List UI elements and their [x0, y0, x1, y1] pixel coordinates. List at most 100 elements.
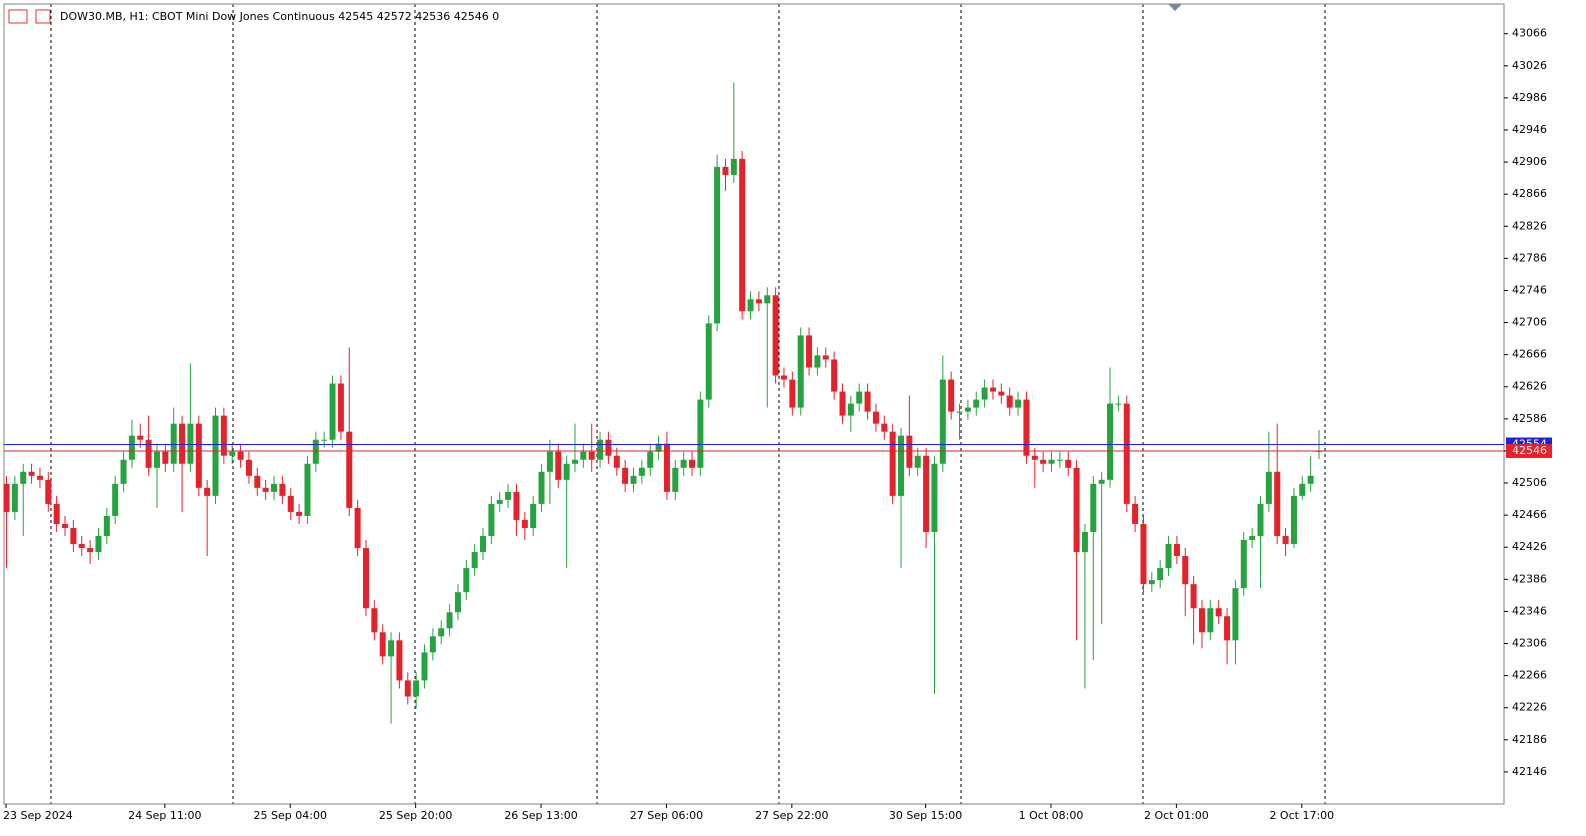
- candle-body: [1073, 467, 1080, 553]
- candle-body: [764, 295, 771, 304]
- candle-body: [538, 471, 545, 504]
- y-tick-label: 42266: [1512, 669, 1547, 682]
- candle-body: [705, 323, 712, 400]
- candle-body: [672, 467, 679, 492]
- candle-body: [337, 383, 344, 432]
- candle-body: [622, 467, 629, 484]
- bid-label-box: [1506, 443, 1552, 458]
- candle-body: [254, 475, 261, 488]
- y-tick-label: 42386: [1512, 572, 1547, 585]
- candle-body: [346, 431, 353, 508]
- y-tick-label: 42586: [1512, 412, 1547, 425]
- x-tick-label: 27 Sep 06:00: [630, 809, 703, 822]
- x-tick-label: 2 Oct 17:00: [1269, 809, 1334, 822]
- candle-body: [463, 568, 470, 593]
- candle-body: [1274, 471, 1281, 536]
- candle-body: [563, 463, 570, 480]
- candle-body: [931, 463, 938, 532]
- x-tick-label: 25 Sep 04:00: [254, 809, 327, 822]
- candle-body: [354, 507, 361, 549]
- y-tick-label: 42786: [1512, 251, 1547, 264]
- candle-body: [847, 403, 854, 416]
- candle-body: [1249, 535, 1256, 541]
- candle-body: [170, 423, 177, 464]
- candle-body: [1232, 588, 1239, 641]
- candle-body: [555, 451, 562, 480]
- candle-body: [588, 451, 595, 460]
- candle-body: [530, 503, 537, 528]
- candle-body: [245, 459, 252, 476]
- candle-body: [112, 483, 119, 516]
- candle-body: [1257, 503, 1264, 536]
- candle-body: [279, 483, 286, 496]
- candle-body: [747, 299, 754, 312]
- candle-body: [379, 632, 386, 657]
- candle-body: [87, 548, 94, 553]
- y-tick-label: 42946: [1512, 123, 1547, 136]
- candle-body: [613, 455, 620, 468]
- candle-body: [388, 640, 395, 657]
- candle-body: [1065, 459, 1072, 468]
- candle-body: [1157, 568, 1164, 581]
- candle-body: [404, 680, 411, 697]
- candle-body: [973, 399, 980, 408]
- candle-body: [78, 544, 85, 549]
- period-separators: [50, 4, 1326, 804]
- candle-body: [839, 391, 846, 416]
- candle-body: [597, 439, 604, 460]
- candle-body: [371, 608, 378, 633]
- candle-body: [964, 407, 971, 412]
- candle-body: [571, 459, 578, 464]
- candle-body: [229, 451, 236, 456]
- candle-body: [630, 475, 637, 484]
- candle-body: [1173, 544, 1180, 557]
- x-tick-label: 25 Sep 20:00: [379, 809, 452, 822]
- candle-body: [103, 515, 110, 536]
- candle-body: [1031, 455, 1038, 460]
- candle-body: [1198, 608, 1205, 633]
- candle-body: [62, 523, 69, 528]
- candle-body: [20, 471, 27, 484]
- candle-body: [1015, 399, 1022, 408]
- candle-body: [212, 415, 219, 496]
- candle-body: [797, 335, 804, 408]
- plot-frame: [3, 3, 1505, 805]
- candle-body: [1090, 483, 1097, 532]
- candle-body: [28, 471, 35, 476]
- candle-body: [70, 527, 77, 545]
- candle-body: [1132, 503, 1139, 524]
- candle-body: [1123, 403, 1130, 504]
- y-tick-label: 42826: [1512, 219, 1547, 232]
- candle-body: [755, 299, 762, 304]
- candle-body: [831, 359, 838, 392]
- candle-body: [304, 463, 311, 516]
- candle-body: [906, 435, 913, 468]
- candle-body: [655, 443, 662, 452]
- candle-body: [923, 455, 930, 532]
- candle-body: [898, 435, 905, 496]
- candle-body: [814, 355, 821, 368]
- candle-body: [1265, 471, 1272, 504]
- candle-body: [312, 439, 319, 464]
- candle-body: [471, 552, 478, 569]
- candle-body: [1240, 540, 1247, 589]
- candle-body: [989, 387, 996, 392]
- candle-body: [1224, 616, 1231, 641]
- candle-body: [1107, 403, 1114, 480]
- candle-body: [1023, 399, 1030, 456]
- candle-body: [237, 451, 244, 460]
- candle-body: [730, 158, 737, 175]
- candle-body: [1081, 531, 1088, 553]
- y-tick-label: 42706: [1512, 316, 1547, 329]
- candle-body: [1307, 475, 1314, 484]
- x-tick-label: 23 Sep 2024: [3, 809, 73, 822]
- chart-title: DOW30.MB, H1: CBOT Mini Dow Jones Contin…: [60, 10, 499, 23]
- candle-body: [3, 483, 10, 512]
- x-tick-label: 27 Sep 22:00: [755, 809, 828, 822]
- candle-body: [162, 451, 169, 464]
- candle-body: [195, 423, 202, 488]
- candle-body: [521, 519, 528, 528]
- y-tick-label: 43026: [1512, 59, 1547, 72]
- candle-body: [204, 487, 211, 496]
